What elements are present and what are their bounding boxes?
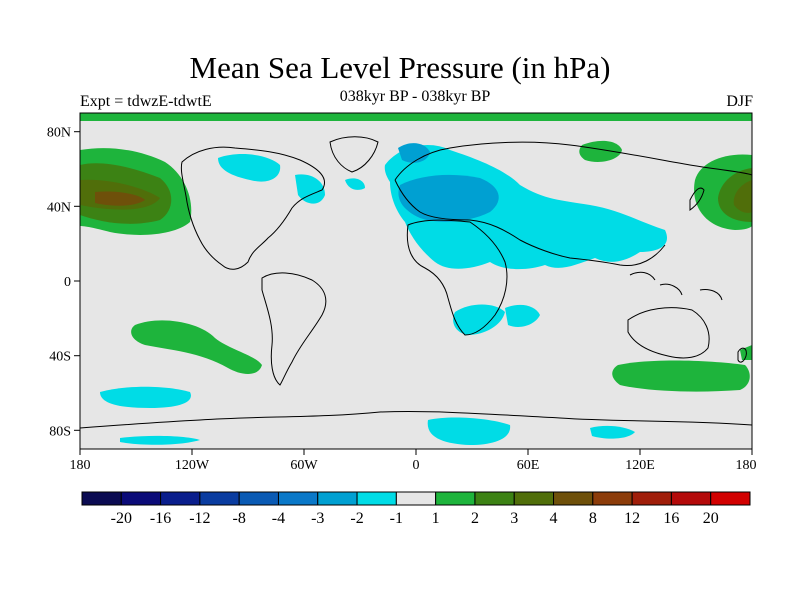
- colorbar-label: -8: [233, 510, 246, 527]
- south-pacific-positive: [131, 320, 262, 374]
- lon-label: 120W: [175, 458, 210, 473]
- north-pacific-high-east-core: [95, 191, 145, 206]
- colorbar-swatch: [120, 491, 162, 506]
- southern-ocean-pacific-negative: [100, 386, 191, 408]
- latitude-axis: [74, 131, 80, 431]
- colorbar-label: 8: [589, 510, 597, 527]
- coast-australia: [627, 307, 710, 359]
- colorbar-swatch: [160, 491, 201, 506]
- siberia-positive: [579, 140, 622, 162]
- colorbar-label: -16: [150, 510, 171, 527]
- season-label: DJF: [726, 93, 753, 110]
- lon-label: 180: [70, 458, 91, 473]
- coast-europe-asia: [394, 141, 752, 267]
- period-label: 038kyr BP - 038kyr BP: [339, 88, 491, 105]
- colorbar: [81, 491, 751, 506]
- coast-new-zealand: [737, 347, 747, 363]
- lat-label: 80S: [49, 424, 71, 439]
- colorbar-label: -12: [189, 510, 210, 527]
- colorbar-label: -3: [311, 510, 324, 527]
- coast-greenland: [329, 136, 379, 173]
- colorbar-label: 16: [663, 510, 679, 527]
- colorbar-label: 20: [703, 510, 719, 527]
- colorbar-label: 2: [471, 510, 479, 527]
- colorbar-swatch: [513, 491, 555, 506]
- colorbar-swatch: [356, 491, 397, 506]
- labrador-negative: [295, 174, 325, 204]
- colorbar-label: -2: [350, 510, 363, 527]
- experiment-label: Expt = tdwzE-tdwtE: [80, 93, 212, 110]
- positive-anomaly-fills: [80, 113, 752, 392]
- atlantic-small-negative: [345, 178, 365, 190]
- colorbar-label: 12: [624, 510, 640, 527]
- antarctic-pacific-negative: [120, 435, 200, 445]
- colorbar-swatch: [435, 491, 476, 506]
- canada-negative: [218, 154, 281, 182]
- lon-label: 0: [413, 458, 420, 473]
- colorbar-labels: -20 -16 -12 -8 -4 -3 -2 -1 1 2 3 4 8 12 16 20: [111, 510, 719, 527]
- colorbar-swatch: [199, 491, 240, 506]
- colorbar-swatch: [317, 491, 358, 506]
- lat-label: 0: [64, 275, 71, 290]
- longitude-axis: [79, 449, 753, 455]
- colorbar-swatch: [710, 491, 751, 506]
- colorbar-swatch: [592, 491, 633, 506]
- colorbar-label: 1: [432, 510, 440, 527]
- page-title: Mean Sea Level Pressure (in hPa): [189, 50, 611, 85]
- colorbar-swatch: [474, 491, 515, 506]
- antarctic-atlantic-negative: [427, 417, 511, 445]
- north-pacific-high-west-core: [733, 180, 752, 213]
- madagascar-negative: [505, 304, 540, 327]
- europe-negative-core: [398, 174, 499, 222]
- coast-south-america: [261, 272, 327, 386]
- arctic-band-positive: [80, 113, 752, 121]
- coastlines: [80, 136, 752, 429]
- south-africa-negative: [453, 304, 505, 335]
- lon-label: 120E: [625, 458, 655, 473]
- lon-label: 60E: [517, 458, 540, 473]
- colorbar-label: 3: [510, 510, 518, 527]
- coast-north-america: [180, 146, 325, 270]
- colorbar-swatch: [670, 491, 712, 506]
- colorbar-label: -20: [111, 510, 132, 527]
- colorbar-swatch: [395, 491, 437, 506]
- coast-maritime-asia: [629, 271, 723, 301]
- lon-label: 180: [736, 458, 757, 473]
- scandinavia-negative-core: [398, 143, 430, 163]
- colorbar-swatch: [631, 491, 672, 506]
- coast-japan: [689, 187, 705, 211]
- colorbar-swatch: [81, 491, 122, 506]
- colorbar-label: -1: [390, 510, 403, 527]
- coast-antarctica: [80, 411, 752, 429]
- south-indian-ocean-positive: [612, 360, 750, 392]
- lat-label: 80N: [47, 126, 71, 141]
- colorbar-swatch: [277, 491, 319, 506]
- colorbar-swatch: [553, 491, 594, 506]
- colorbar-swatch: [238, 491, 279, 506]
- coast-africa: [406, 219, 508, 336]
- colorbar-label: -4: [272, 510, 285, 527]
- negative-anomaly-fills: [100, 143, 668, 445]
- colorbar-label: 4: [550, 510, 558, 527]
- map-panel: [80, 113, 752, 449]
- lat-label: 40N: [47, 200, 71, 215]
- lon-label: 60W: [290, 458, 318, 473]
- longitude-labels: 180 120W 60W 0 60E 120E 180: [70, 458, 757, 473]
- antarctic-indian-negative: [590, 425, 635, 439]
- latitude-labels: 80N 40N 0 40S 80S: [47, 126, 71, 440]
- lat-label: 40S: [49, 350, 71, 365]
